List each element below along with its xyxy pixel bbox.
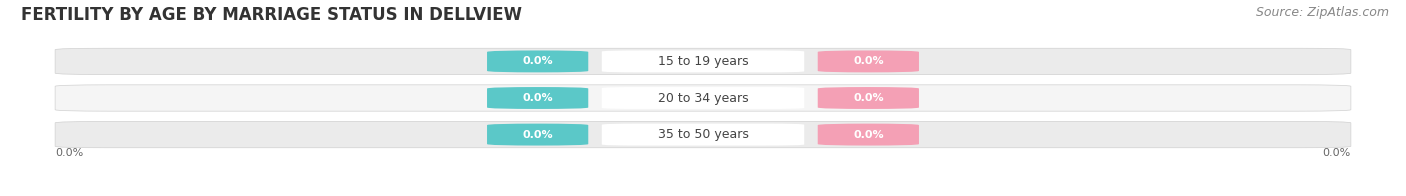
FancyBboxPatch shape bbox=[55, 48, 1351, 75]
FancyBboxPatch shape bbox=[818, 124, 920, 146]
FancyBboxPatch shape bbox=[818, 87, 920, 109]
FancyBboxPatch shape bbox=[55, 85, 1351, 111]
Text: 35 to 50 years: 35 to 50 years bbox=[658, 128, 748, 141]
Text: 0.0%: 0.0% bbox=[523, 93, 553, 103]
FancyBboxPatch shape bbox=[818, 50, 920, 72]
FancyBboxPatch shape bbox=[602, 87, 804, 109]
FancyBboxPatch shape bbox=[486, 124, 588, 146]
Text: FERTILITY BY AGE BY MARRIAGE STATUS IN DELLVIEW: FERTILITY BY AGE BY MARRIAGE STATUS IN D… bbox=[21, 6, 522, 24]
Text: 0.0%: 0.0% bbox=[853, 93, 883, 103]
FancyBboxPatch shape bbox=[55, 121, 1351, 148]
Text: 15 to 19 years: 15 to 19 years bbox=[658, 55, 748, 68]
Text: 20 to 34 years: 20 to 34 years bbox=[658, 92, 748, 104]
Text: Source: ZipAtlas.com: Source: ZipAtlas.com bbox=[1256, 6, 1389, 19]
Text: 0.0%: 0.0% bbox=[853, 130, 883, 140]
FancyBboxPatch shape bbox=[486, 50, 588, 72]
Text: 0.0%: 0.0% bbox=[523, 56, 553, 66]
FancyBboxPatch shape bbox=[602, 124, 804, 146]
Text: 0.0%: 0.0% bbox=[523, 130, 553, 140]
Text: 0.0%: 0.0% bbox=[55, 148, 83, 158]
Text: 0.0%: 0.0% bbox=[853, 56, 883, 66]
FancyBboxPatch shape bbox=[602, 50, 804, 72]
FancyBboxPatch shape bbox=[486, 87, 588, 109]
Text: 0.0%: 0.0% bbox=[1323, 148, 1351, 158]
